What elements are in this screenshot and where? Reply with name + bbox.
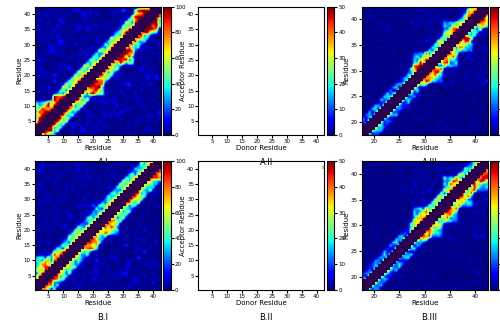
Y-axis label: Residue: Residue <box>343 212 349 239</box>
X-axis label: Donor Residue: Donor Residue <box>236 145 286 151</box>
Text: B.II: B.II <box>260 313 273 321</box>
Y-axis label: Acceptor Residue: Acceptor Residue <box>180 195 186 256</box>
Y-axis label: Residue: Residue <box>16 57 22 85</box>
Text: B.III: B.III <box>422 313 438 321</box>
Text: B.I: B.I <box>98 313 108 321</box>
X-axis label: Residue: Residue <box>411 300 438 306</box>
X-axis label: Donor Residue: Donor Residue <box>236 300 286 306</box>
Text: A.I: A.I <box>98 158 108 167</box>
Y-axis label: Acceptor Residue: Acceptor Residue <box>180 40 186 101</box>
Y-axis label: Residue: Residue <box>16 212 22 239</box>
X-axis label: Residue: Residue <box>84 300 112 306</box>
Text: A.II: A.II <box>260 158 273 167</box>
X-axis label: Residue: Residue <box>84 145 112 151</box>
Y-axis label: Residue: Residue <box>343 57 349 85</box>
Text: A.III: A.III <box>422 158 438 167</box>
X-axis label: Residue: Residue <box>411 145 438 151</box>
